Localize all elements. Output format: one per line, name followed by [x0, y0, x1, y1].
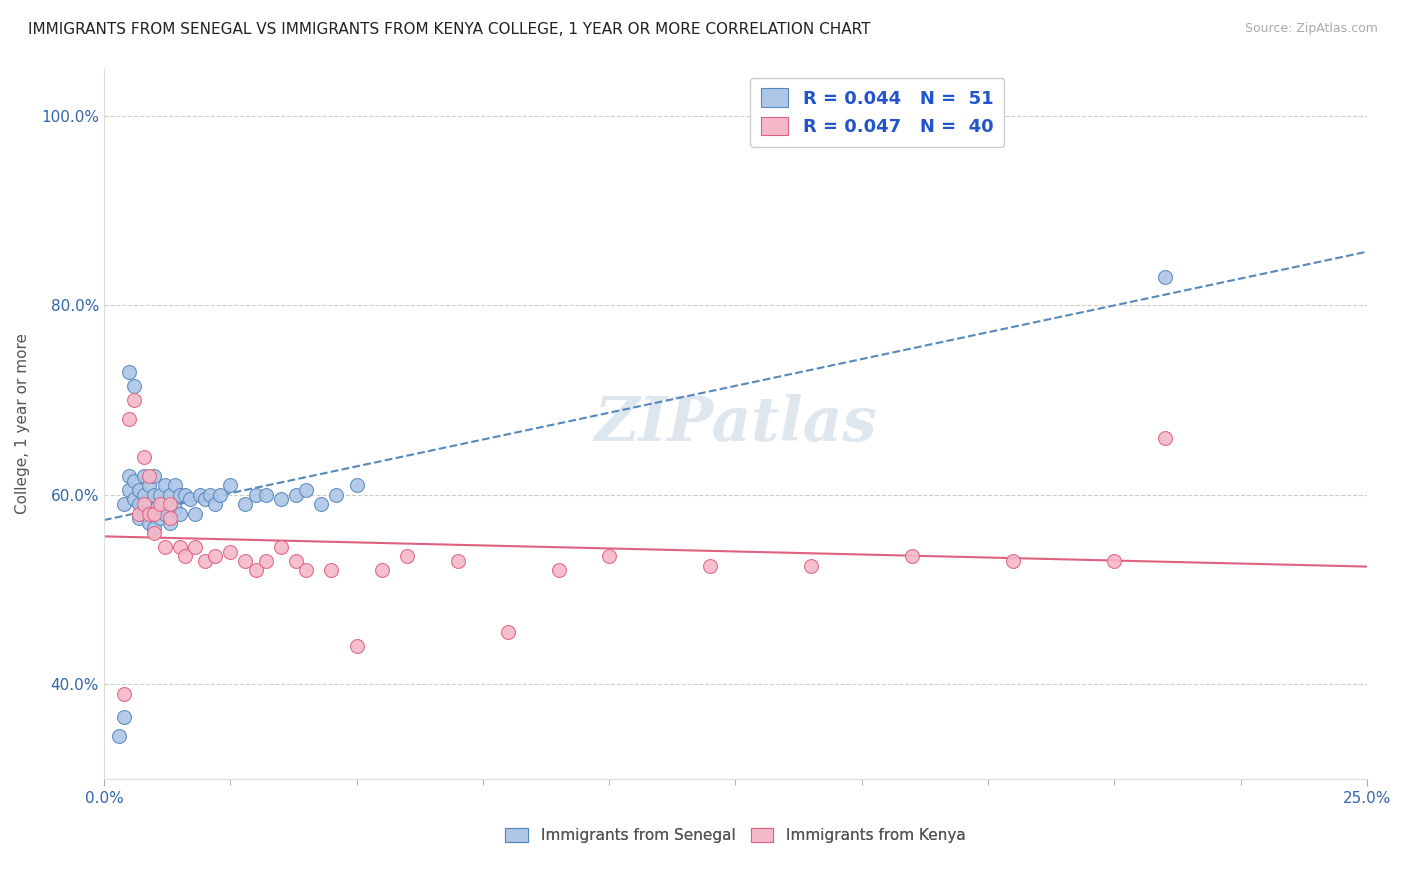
Point: [184, 540, 207, 554]
Point: [184, 507, 207, 521]
Point: [128, 497, 150, 511]
Point: [153, 540, 176, 554]
Point: [284, 554, 307, 568]
Point: [108, 729, 131, 743]
Point: [284, 488, 307, 502]
Point: [124, 392, 146, 407]
Point: [901, 549, 924, 564]
Point: [321, 564, 343, 578]
Point: [346, 478, 368, 492]
Point: [118, 412, 141, 426]
Point: [124, 492, 146, 507]
Point: [194, 492, 217, 507]
Point: [143, 525, 166, 540]
Point: [159, 497, 181, 511]
Point: [163, 502, 186, 516]
Point: [188, 488, 211, 502]
Point: [153, 507, 176, 521]
Point: [118, 365, 141, 379]
Point: [124, 379, 146, 393]
Point: [800, 558, 823, 573]
Point: [346, 639, 368, 653]
Point: [159, 516, 181, 530]
Point: [270, 492, 292, 507]
Point: [173, 488, 195, 502]
Point: [169, 540, 191, 554]
Point: [134, 497, 156, 511]
Point: [134, 468, 156, 483]
Point: [169, 507, 191, 521]
Point: [148, 511, 170, 525]
Point: [143, 468, 166, 483]
Point: [112, 497, 135, 511]
Legend: Immigrants from Senegal, Immigrants from Kenya: Immigrants from Senegal, Immigrants from…: [499, 822, 972, 849]
Point: [270, 540, 292, 554]
Point: [124, 474, 146, 488]
Point: [128, 507, 150, 521]
Point: [128, 511, 150, 525]
Point: [295, 564, 318, 578]
Point: [112, 710, 135, 724]
Point: [325, 488, 347, 502]
Point: [143, 507, 166, 521]
Point: [209, 488, 232, 502]
Point: [295, 483, 318, 497]
Point: [219, 544, 242, 558]
Point: [148, 497, 170, 511]
Point: [1153, 269, 1175, 284]
Point: [198, 488, 221, 502]
Point: [138, 516, 160, 530]
Point: [254, 554, 277, 568]
Point: [194, 554, 217, 568]
Point: [699, 558, 721, 573]
Point: [112, 687, 135, 701]
Point: [138, 468, 160, 483]
Text: Source: ZipAtlas.com: Source: ZipAtlas.com: [1244, 22, 1378, 36]
Point: [245, 488, 267, 502]
Point: [173, 549, 195, 564]
Point: [138, 478, 160, 492]
Point: [446, 554, 468, 568]
Point: [118, 483, 141, 497]
Point: [148, 488, 170, 502]
Point: [143, 521, 166, 535]
Point: [371, 564, 394, 578]
Point: [235, 554, 257, 568]
Point: [134, 450, 156, 464]
Point: [496, 625, 519, 640]
Point: [598, 549, 620, 564]
Point: [219, 478, 242, 492]
Point: [134, 507, 156, 521]
Point: [128, 483, 150, 497]
Point: [204, 497, 226, 511]
Point: [1002, 554, 1025, 568]
Point: [169, 488, 191, 502]
Point: [1102, 554, 1125, 568]
Point: [1153, 431, 1175, 445]
Point: [163, 478, 186, 492]
Point: [309, 497, 332, 511]
Point: [245, 564, 267, 578]
Point: [143, 488, 166, 502]
Y-axis label: College, 1 year or more: College, 1 year or more: [15, 334, 30, 514]
Point: [153, 478, 176, 492]
Point: [159, 511, 181, 525]
Point: [159, 488, 181, 502]
Point: [204, 549, 226, 564]
Text: ZIPatlas: ZIPatlas: [593, 393, 877, 454]
Point: [118, 468, 141, 483]
Point: [138, 507, 160, 521]
Point: [138, 497, 160, 511]
Text: IMMIGRANTS FROM SENEGAL VS IMMIGRANTS FROM KENYA COLLEGE, 1 YEAR OR MORE CORRELA: IMMIGRANTS FROM SENEGAL VS IMMIGRANTS FR…: [28, 22, 870, 37]
Point: [547, 564, 569, 578]
Point: [254, 488, 277, 502]
Point: [143, 502, 166, 516]
Point: [396, 549, 419, 564]
Point: [134, 488, 156, 502]
Point: [179, 492, 201, 507]
Point: [235, 497, 257, 511]
